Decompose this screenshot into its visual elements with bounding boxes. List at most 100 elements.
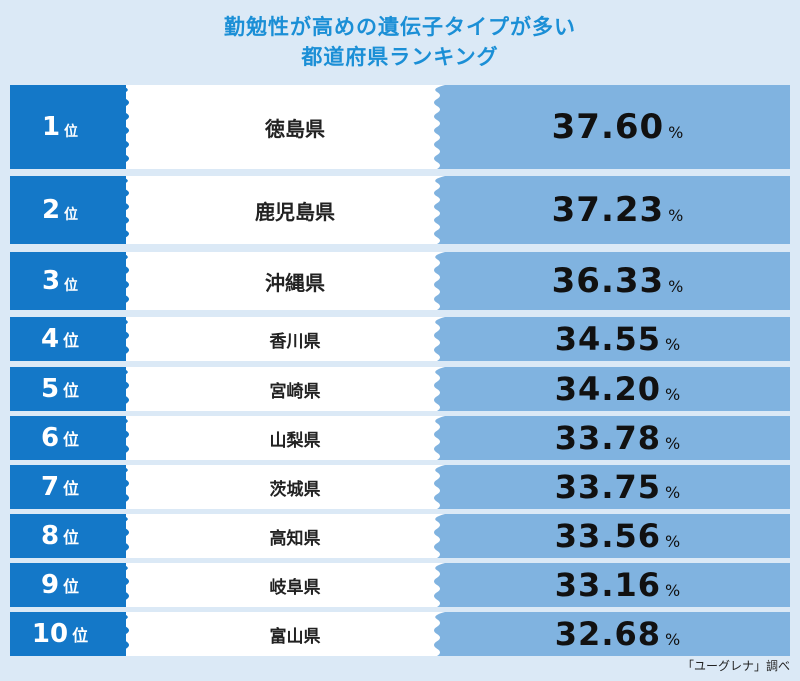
table-row: 7 位 茨城県 33.75 % [10, 465, 790, 509]
rank-suffix: 位 [63, 528, 80, 547]
value-wave-edge [434, 367, 445, 411]
rank-number: 8 [40, 521, 60, 551]
percentage-unit: % [665, 482, 681, 502]
rank-suffix: 位 [63, 430, 80, 449]
prefecture-name: 茨城県 [269, 479, 321, 500]
value-cell: 33.56 % [434, 514, 790, 558]
rank-number: 9 [40, 570, 60, 600]
rank-wave-edge [118, 317, 129, 361]
rank-cell: 5 位 [10, 367, 129, 411]
rank-cell: 9 位 [10, 563, 129, 607]
rank-number: 5 [40, 374, 60, 404]
rank-suffix: 位 [63, 577, 80, 596]
percentage-unit: % [668, 205, 684, 225]
rank-suffix: 位 [72, 626, 89, 645]
percentage-unit: % [665, 531, 681, 551]
value-wave-edge [434, 563, 445, 607]
rank-number: 7 [40, 472, 60, 502]
rank-wave-edge [118, 252, 129, 310]
percentage-unit: % [665, 580, 681, 600]
prefecture-name: 徳島県 [265, 116, 325, 141]
table-row: 9 位 岐阜県 33.16 % [10, 563, 790, 607]
table-row: 10 位 富山県 32.68 % [10, 612, 790, 656]
prefecture-name: 岐阜県 [269, 577, 321, 598]
value-cell: 37.23 % [434, 176, 790, 244]
rank-wave-edge [118, 416, 129, 460]
rank-number: 6 [40, 423, 60, 453]
rank-suffix: 位 [63, 479, 80, 498]
value-cell: 33.16 % [434, 563, 790, 607]
rank-cell: 8 位 [10, 514, 129, 558]
rank-cell: 10 位 [10, 612, 129, 656]
rank-wave-edge [118, 176, 129, 244]
rank-wave-edge [118, 612, 129, 656]
prefecture-name: 宮崎県 [269, 381, 321, 402]
rank-number: 2 [41, 195, 61, 225]
percentage-value: 33.16 [554, 566, 661, 604]
table-row: 4 位 香川県 34.55 % [10, 317, 790, 361]
rank-number: 1 [41, 112, 61, 142]
value-wave-edge [434, 465, 445, 509]
prefecture-name: 鹿児島県 [255, 199, 335, 224]
rank-number: 4 [40, 324, 60, 354]
rank-wave-edge [118, 514, 129, 558]
value-cell: 37.60 % [434, 85, 790, 169]
table-row: 1 位 徳島県 37.60 % [10, 85, 790, 169]
percentage-unit: % [665, 433, 681, 453]
rank-cell: 4 位 [10, 317, 129, 361]
value-cell: 33.75 % [434, 465, 790, 509]
percentage-value: 34.55 [554, 320, 661, 358]
rank-wave-edge [118, 85, 129, 169]
percentage-value: 37.60 [551, 107, 665, 147]
rank-cell: 3 位 [10, 252, 129, 310]
value-wave-edge [434, 317, 445, 361]
table-row: 3 位 沖縄県 36.33 % [10, 252, 790, 310]
prefecture-name: 高知県 [269, 528, 321, 549]
value-wave-edge [434, 514, 445, 558]
value-cell: 36.33 % [434, 252, 790, 310]
percentage-unit: % [665, 384, 681, 404]
prefecture-name: 沖縄県 [265, 270, 325, 295]
value-wave-edge [434, 416, 445, 460]
value-cell: 33.78 % [434, 416, 790, 460]
rank-number: 10 [31, 619, 69, 649]
value-cell: 34.55 % [434, 317, 790, 361]
table-row: 6 位 山梨県 33.78 % [10, 416, 790, 460]
rank-cell: 7 位 [10, 465, 129, 509]
percentage-value: 33.78 [554, 419, 661, 457]
percentage-unit: % [665, 334, 681, 354]
rank-suffix: 位 [64, 278, 79, 294]
chart-title-line-2: 都道府県ランキング [301, 45, 499, 69]
rank-cell: 2 位 [10, 176, 129, 244]
rank-wave-edge [118, 367, 129, 411]
value-wave-edge [434, 85, 445, 169]
table-row: 2 位 鹿児島県 37.23 % [10, 176, 790, 244]
prefecture-name: 富山県 [269, 626, 321, 647]
rank-suffix: 位 [64, 124, 79, 140]
percentage-value: 33.56 [554, 517, 661, 555]
rank-number: 3 [41, 266, 61, 296]
rank-suffix: 位 [63, 331, 80, 350]
table-row: 8 位 高知県 33.56 % [10, 514, 790, 558]
value-cell: 34.20 % [434, 367, 790, 411]
value-wave-edge [434, 612, 445, 656]
percentage-unit: % [668, 276, 684, 296]
rank-suffix: 位 [63, 381, 80, 400]
percentage-value: 36.33 [551, 261, 665, 301]
chart-title-line-1: 勤勉性が高めの遺伝子タイプが多い [224, 15, 576, 39]
value-wave-edge [434, 252, 445, 310]
prefecture-name: 山梨県 [269, 430, 321, 451]
percentage-unit: % [665, 629, 681, 649]
rank-wave-edge [118, 563, 129, 607]
percentage-value: 32.68 [554, 615, 661, 653]
percentage-value: 34.20 [554, 370, 661, 408]
rank-wave-edge [118, 465, 129, 509]
percentage-unit: % [668, 122, 684, 142]
chart-title: 勤勉性が高めの遺伝子タイプが多い 都道府県ランキング [0, 12, 800, 72]
source-note: 「ユーグレナ」調べ [681, 659, 790, 673]
value-cell: 32.68 % [434, 612, 790, 656]
table-row: 5 位 宮崎県 34.20 % [10, 367, 790, 411]
rank-cell: 1 位 [10, 85, 129, 169]
rank-suffix: 位 [64, 207, 79, 223]
prefecture-name: 香川県 [269, 331, 321, 352]
